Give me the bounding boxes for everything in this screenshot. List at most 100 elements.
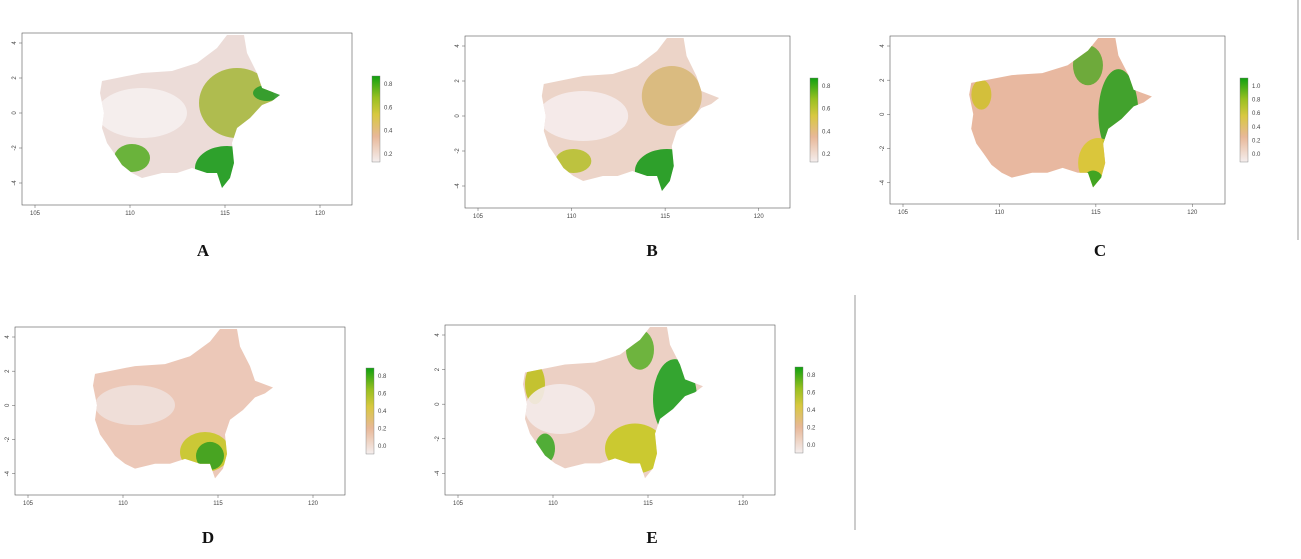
colorbar	[365, 367, 375, 455]
plot-frame	[14, 326, 346, 496]
plot-frame	[464, 35, 791, 209]
y-tick-label: 4	[455, 44, 461, 48]
map-region	[641, 66, 702, 126]
map-panel: 105 110 115 120 4 2 0 -2 -4 0.8 0.6 0.4 0.2 0.0 D	[5, 326, 387, 547]
x-tick-label: 115	[643, 501, 653, 507]
legend-tick-label: 0.8	[378, 374, 387, 380]
map-base	[100, 35, 280, 188]
x-tick-label: 110	[548, 501, 558, 507]
map-region	[195, 146, 259, 188]
legend-tick-label: 0.6	[807, 391, 816, 397]
y-tick-label: 2	[880, 78, 886, 82]
map-region	[1072, 45, 1103, 86]
plot-frame	[889, 35, 1226, 205]
map	[523, 326, 703, 479]
legend-tick-label: 0.2	[822, 152, 831, 158]
x-tick-label: 110	[118, 501, 128, 507]
map-panel: 105 110 115 120 4 2 0 -2 -4 0.8 0.6 0.4 0.2 B	[455, 35, 831, 260]
map	[541, 38, 720, 191]
map-base	[93, 328, 273, 479]
legend-tick-label: 0.2	[378, 427, 387, 433]
x-tick-label: 120	[308, 501, 319, 507]
y-tick-label: 2	[5, 369, 11, 373]
map-region	[100, 88, 187, 138]
colorbar	[1239, 77, 1249, 163]
x-tick-label: 105	[473, 214, 484, 220]
map-panel: 105 110 115 120 4 2 0 -2 -4 1.0 0.8 0.6 0.4 0.2 0.0 C	[880, 35, 1261, 260]
legend-tick-label: 0.4	[822, 129, 831, 135]
legend-tick-label: 0.8	[384, 82, 393, 88]
y-tick-label: 2	[435, 367, 441, 371]
map-region	[525, 384, 595, 435]
x-tick-label: 120	[1187, 210, 1198, 216]
map-region	[634, 149, 699, 191]
map-region	[653, 359, 697, 440]
legend-tick-label: 0.6	[1252, 111, 1261, 117]
y-tick-label: -2	[455, 148, 461, 154]
y-tick-label: 0	[880, 112, 886, 116]
x-tick-label: 115	[660, 214, 670, 220]
x-tick-label: 115	[213, 501, 223, 507]
y-tick-label: -2	[12, 145, 18, 151]
legend-tick-label: 0.6	[378, 392, 387, 398]
legend-tick-label: 0.2	[1252, 138, 1261, 144]
y-tick-label: 0	[5, 403, 11, 407]
legend-tick-label: 0.0	[807, 443, 816, 449]
panel-label: C	[1094, 241, 1106, 260]
legend-tick-label: 0.8	[807, 373, 816, 379]
panel-label: B	[646, 241, 657, 260]
map	[969, 37, 1152, 188]
plot-frame	[21, 32, 353, 206]
y-tick-label: -4	[455, 183, 461, 189]
x-tick-label: 120	[754, 214, 765, 220]
map-region	[626, 329, 654, 370]
legend-tick-label: 0.8	[822, 84, 831, 90]
legend-tick-label: 0.8	[1252, 98, 1261, 104]
y-tick-label: -4	[435, 470, 441, 476]
legend-tick-label: 0.4	[807, 408, 816, 414]
y-tick-label: -4	[12, 180, 18, 186]
x-tick-label: 120	[315, 211, 326, 217]
y-tick-label: -2	[880, 145, 886, 151]
map-region	[114, 144, 150, 172]
map-region	[1083, 170, 1104, 188]
legend-tick-label: 0.0	[1252, 152, 1261, 158]
y-tick-label: 4	[5, 335, 11, 339]
y-tick-label: 4	[12, 41, 18, 45]
x-tick-label: 105	[898, 210, 909, 216]
map-region	[555, 149, 592, 173]
map-region	[196, 441, 224, 470]
map-base	[523, 326, 703, 479]
colorbar	[794, 366, 804, 454]
legend-tick-label: 0.4	[1252, 125, 1261, 131]
legend-tick-label: 0.4	[378, 409, 387, 415]
x-tick-label: 105	[23, 501, 34, 507]
x-tick-label: 105	[30, 211, 41, 217]
y-tick-label: 4	[435, 333, 441, 337]
x-tick-label: 110	[567, 214, 577, 220]
legend-tick-label: 0.6	[822, 107, 831, 113]
map-base	[969, 37, 1152, 188]
map-region	[95, 385, 175, 426]
map-region	[199, 68, 275, 138]
y-tick-label: 2	[12, 76, 18, 80]
map-region	[253, 85, 280, 101]
map-base	[541, 38, 720, 191]
map-region	[971, 79, 992, 110]
legend-tick-label: 0.6	[384, 105, 393, 111]
panel-label: D	[202, 528, 214, 547]
map	[100, 35, 280, 188]
legend-tick-label: 0.2	[384, 152, 393, 158]
x-tick-label: 120	[738, 501, 749, 507]
map-region	[1098, 69, 1139, 160]
x-tick-label: 105	[453, 501, 464, 507]
panel-label: E	[646, 528, 657, 547]
x-tick-label: 115	[1091, 210, 1101, 216]
x-tick-label: 110	[995, 210, 1005, 216]
map-region	[541, 91, 629, 141]
y-tick-label: -4	[5, 470, 11, 476]
legend-tick-label: 0.0	[378, 444, 387, 450]
panel-label: A	[197, 241, 210, 260]
y-tick-label: 0	[12, 111, 18, 115]
y-tick-label: -2	[5, 436, 11, 442]
